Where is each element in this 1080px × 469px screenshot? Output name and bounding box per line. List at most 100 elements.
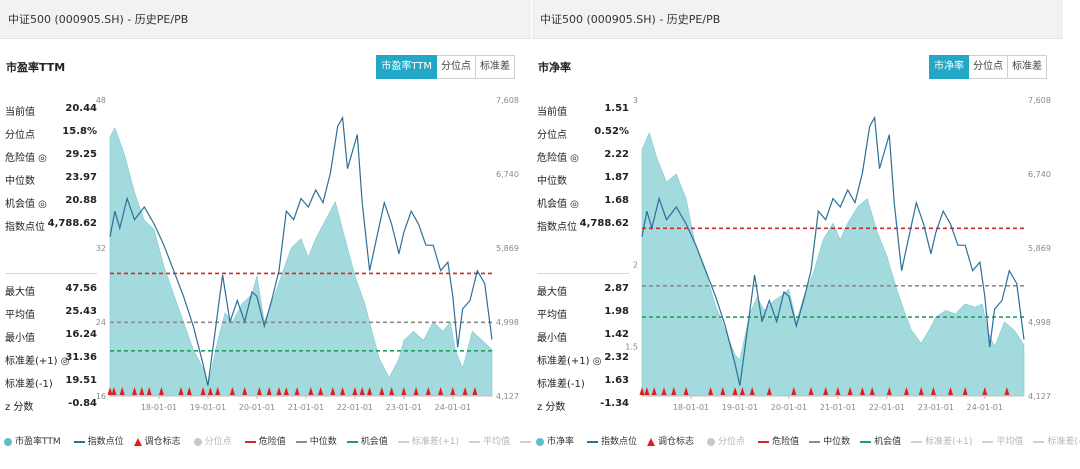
right-axis-tick-label: 4,998 xyxy=(496,318,519,327)
left-axis-tick-label: 2 xyxy=(633,260,638,269)
toggle-percentile-button[interactable]: 分位点 xyxy=(969,55,1008,79)
legend-dash-icon xyxy=(346,440,358,443)
legend-line-icon xyxy=(73,440,85,443)
right-axis-tick-label: 6,740 xyxy=(1028,170,1051,179)
stat-value: 23.97 xyxy=(65,172,97,183)
x-axis-tick-label: 19-01-01 xyxy=(190,403,226,412)
stat-label: 指数点位 xyxy=(5,222,45,233)
toggle-pe-button[interactable]: 市盈率TTM xyxy=(376,55,437,79)
legend-line-icon xyxy=(587,440,598,443)
stat-label: 当前值 xyxy=(537,107,567,118)
left-axis-tick-label: 3 xyxy=(633,96,638,105)
toggle-percentile-button[interactable]: 分位点 xyxy=(437,55,476,79)
legend-item[interactable]: 标准差(+1) xyxy=(911,434,972,447)
stat-mean: 平均值 1.98 xyxy=(537,306,629,322)
rebalance-marker xyxy=(661,387,667,395)
view-toggle-group: 市净率 分位点 标准差 xyxy=(929,55,1047,79)
legend-label: 平均值 xyxy=(996,437,1024,447)
legend-label: 危险值 xyxy=(772,437,800,447)
right-axis-tick-label: 4,127 xyxy=(496,392,519,401)
legend-dash-icon xyxy=(1033,440,1045,443)
legend-label: 分位点 xyxy=(204,437,232,447)
stat-index-level: 指数点位 4,788.62 xyxy=(537,218,629,234)
pe-chart[interactable]: 48 32 24 16 7,608 6,740 5,869 4,998 4,127 18-01-0… xyxy=(0,0,531,430)
rebalance-marker xyxy=(283,387,289,395)
rebalance-marker xyxy=(132,387,137,395)
stat-value: 20.88 xyxy=(65,195,97,206)
rebalance-marker xyxy=(389,387,395,395)
stat-value: -1.34 xyxy=(600,398,629,409)
toggle-pb-button[interactable]: 市净率 xyxy=(929,55,969,79)
pb-panel: 中证500 (000905.SH) - 历史PE/PB 市净率 市净率 分位点 … xyxy=(532,0,1080,469)
rebalance-marker xyxy=(930,387,936,395)
legend-circle-icon xyxy=(193,437,202,446)
right-axis-tick-label: 4,998 xyxy=(1028,318,1051,327)
legend-dash-icon xyxy=(397,440,409,443)
rebalance-marker xyxy=(200,387,206,395)
stat-value: 4,788.62 xyxy=(47,218,97,229)
right-axis-tick-label: 7,608 xyxy=(1028,96,1051,105)
rebalance-marker xyxy=(107,387,113,395)
legend-item[interactable]: 市净率 xyxy=(536,434,574,447)
x-axis-tick-label: 23-01-01 xyxy=(386,403,422,412)
legend-item[interactable]: 中位数 xyxy=(809,434,850,447)
legend-label: 分位点 xyxy=(718,437,746,447)
x-axis-tick-label: 18-01-01 xyxy=(673,403,709,412)
left-axis-tick-label: 1.5 xyxy=(625,343,638,352)
legend-item[interactable]: 平均值 xyxy=(469,434,510,447)
legend-dash-icon xyxy=(244,440,256,443)
legend-label: 平均值 xyxy=(483,437,511,447)
legend-item[interactable]: 指数点位 xyxy=(73,434,124,447)
legend-item[interactable]: 危险值 xyxy=(758,434,799,447)
right-axis-tick-label: 6,740 xyxy=(496,170,519,179)
legend-item[interactable]: 标准差(-1) xyxy=(1033,434,1080,447)
stat-value: 31.36 xyxy=(65,352,97,363)
rebalance-marker xyxy=(207,387,213,395)
legend-item[interactable]: 中位数 xyxy=(295,434,337,447)
rebalance-marker xyxy=(708,387,714,395)
legend-item[interactable]: 调仓标志 xyxy=(133,434,181,447)
legend-item[interactable]: 标准差(+1) xyxy=(397,434,459,447)
legend-item[interactable]: 分位点 xyxy=(193,434,232,447)
rebalance-marker xyxy=(352,387,358,395)
pb-chart[interactable]: 3 2 1.5 7,608 6,740 5,869 4,998 4,127 18-01-01 19… xyxy=(532,0,1063,430)
legend-item[interactable]: 调仓标志 xyxy=(647,434,694,447)
stat-max: 最大值 2.87 xyxy=(537,283,629,299)
rebalance-marker xyxy=(340,387,346,395)
stat-value: 1.68 xyxy=(604,195,629,206)
rebalance-marker xyxy=(119,387,125,395)
rebalance-marker xyxy=(276,387,282,395)
rebalance-marker xyxy=(158,387,164,395)
legend-item[interactable]: 平均值 xyxy=(982,434,1023,447)
legend-item[interactable]: 危险值 xyxy=(244,434,286,447)
stat-label: 最小值 xyxy=(5,333,35,344)
stat-current: 当前值 20.44 xyxy=(5,103,97,119)
index-level-line xyxy=(109,115,493,386)
toggle-stddev-button[interactable]: 标准差 xyxy=(1008,55,1047,79)
stat-label: 分位点 xyxy=(5,130,35,141)
stat-label: 标准差(-1) xyxy=(537,379,585,390)
view-toggle-group: 市盈率TTM 分位点 标准差 xyxy=(376,55,515,79)
stat-label: 最大值 xyxy=(5,287,35,298)
legend-item[interactable]: 分位点 xyxy=(707,434,745,447)
stat-label: 指数点位 xyxy=(537,222,577,233)
rebalance-marker xyxy=(294,387,300,395)
stat-label: 中位数 xyxy=(537,176,567,187)
legend-item[interactable]: 市盈率TTM xyxy=(4,434,61,447)
stat-label: 危险值 ◎ xyxy=(537,153,579,164)
legend-label: 标准差(+1) xyxy=(411,437,459,447)
stat-label: 机会值 ◎ xyxy=(5,199,47,210)
stat-value: 15.8% xyxy=(62,126,97,137)
rebalance-marker xyxy=(808,387,814,395)
right-axis-tick-label: 4,127 xyxy=(1028,392,1051,401)
rebalance-marker xyxy=(413,387,419,395)
toggle-stddev-button[interactable]: 标准差 xyxy=(476,55,515,79)
legend-item[interactable]: 机会值 xyxy=(346,434,388,447)
stat-value: 29.25 xyxy=(65,149,97,160)
rebalance-marker xyxy=(139,387,145,395)
legend-item[interactable]: 指数点位 xyxy=(587,434,637,447)
x-axis-tick-label: 23-01-01 xyxy=(918,403,954,412)
legend-item[interactable]: 机会值 xyxy=(860,434,901,447)
stat-value: -0.84 xyxy=(68,398,97,409)
legend-label: 标准差(+1) xyxy=(925,437,973,447)
